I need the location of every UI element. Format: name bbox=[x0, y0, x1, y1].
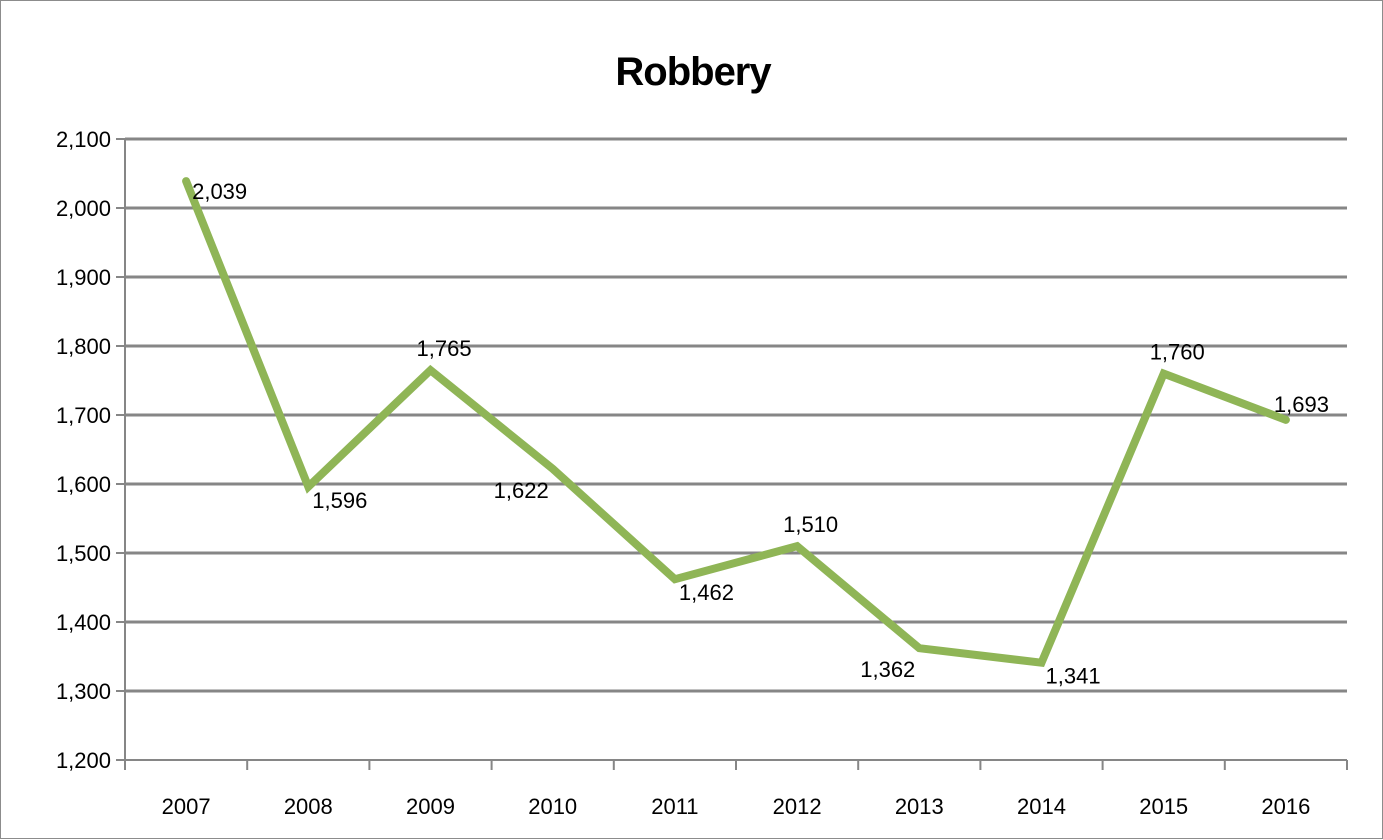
x-tick-label: 2009 bbox=[406, 794, 455, 819]
data-point bbox=[183, 178, 190, 185]
y-axis-tick-labels: 1,200 1,300 1,400 1,500 1,600 1,700 1,800 1,900… bbox=[56, 127, 111, 773]
data-point bbox=[427, 367, 434, 374]
y-tick-label: 1,400 bbox=[56, 610, 111, 635]
y-tick-label: 1,700 bbox=[56, 403, 111, 428]
y-tick-label: 1,800 bbox=[56, 334, 111, 359]
data-label: 1,596 bbox=[312, 488, 367, 513]
data-point bbox=[1160, 370, 1167, 377]
x-tick-label: 2010 bbox=[528, 794, 577, 819]
data-point bbox=[549, 465, 556, 472]
data-point bbox=[916, 645, 923, 652]
x-tick-label: 2015 bbox=[1139, 794, 1188, 819]
x-tick-label: 2014 bbox=[1017, 794, 1066, 819]
data-point bbox=[1282, 416, 1289, 423]
data-point bbox=[794, 543, 801, 550]
data-label: 1,362 bbox=[860, 657, 915, 682]
x-tick-label: 2013 bbox=[895, 794, 944, 819]
x-tick-label: 2008 bbox=[284, 794, 333, 819]
y-tick-label: 1,300 bbox=[56, 679, 111, 704]
axes bbox=[116, 138, 1348, 770]
chart-title: Robbery bbox=[615, 50, 772, 94]
data-label: 1,341 bbox=[1046, 664, 1101, 689]
y-tick-label: 2,000 bbox=[56, 196, 111, 221]
data-label: 1,622 bbox=[494, 478, 549, 503]
data-labels: 2,039 1,596 1,765 1,622 1,462 1,510 1,362 1,341… bbox=[192, 179, 1329, 689]
data-label: 1,462 bbox=[679, 580, 734, 605]
x-tick-label: 2012 bbox=[773, 794, 822, 819]
series-layer bbox=[182, 177, 1290, 668]
x-tick-label: 2011 bbox=[651, 794, 698, 819]
y-tick-label: 1,900 bbox=[56, 265, 111, 290]
data-label: 1,510 bbox=[783, 512, 838, 537]
data-label: 1,765 bbox=[417, 336, 472, 361]
series-line bbox=[182, 177, 1290, 668]
data-point bbox=[671, 576, 678, 583]
data-point bbox=[305, 483, 312, 490]
y-tick-label: 1,200 bbox=[56, 748, 111, 773]
data-label: 1,760 bbox=[1150, 340, 1205, 365]
y-tick-label: 1,600 bbox=[56, 472, 111, 497]
data-point bbox=[1038, 659, 1045, 666]
data-label: 2,039 bbox=[192, 179, 247, 204]
data-label: 1,693 bbox=[1274, 392, 1329, 417]
x-tick-label: 2016 bbox=[1261, 794, 1310, 819]
x-axis-tick-labels: 2007 2008 2009 2010 2011 2012 2013 2014 2015 2016 bbox=[162, 794, 1311, 819]
y-tick-label: 2,100 bbox=[56, 127, 111, 152]
x-tick-label: 2007 bbox=[162, 794, 211, 819]
gridlines bbox=[125, 137, 1347, 693]
y-tick-label: 1,500 bbox=[56, 541, 111, 566]
